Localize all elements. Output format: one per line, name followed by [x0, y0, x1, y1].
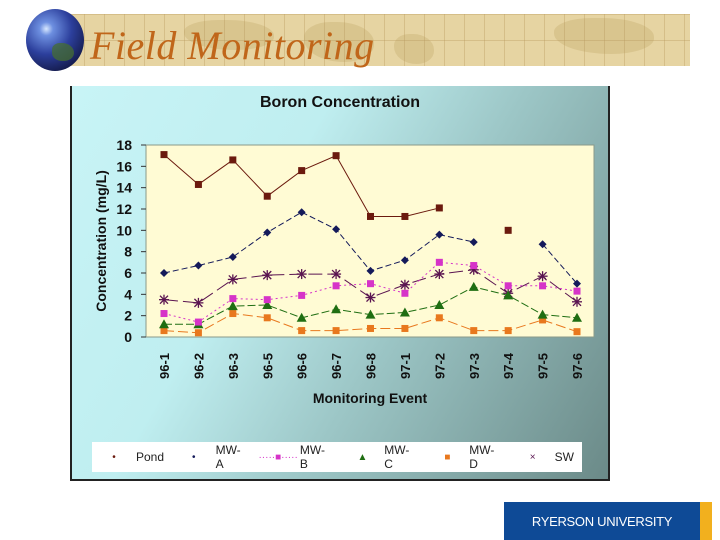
x-tick-label: 97-6	[570, 353, 585, 379]
y-tick-label: 16	[116, 158, 132, 174]
square-marker-icon: ·····■·····	[258, 451, 298, 463]
y-tick-label: 10	[116, 222, 132, 238]
y-tick-label: 0	[124, 329, 132, 345]
series-pond	[160, 151, 512, 234]
chart-legend: • Pond • MW-A ·····■····· MW-B ▲ MW-C ■ MW-D × SW	[92, 442, 582, 472]
logo-text: RYERSON UNIVERSITY	[531, 514, 673, 529]
x-tick-label: 97-4	[501, 352, 516, 379]
legend-label: MW-D	[469, 443, 495, 471]
plot-background	[145, 144, 595, 338]
x-axis-label: Monitoring Event	[313, 390, 428, 406]
legend-item-mw-b: ·····■····· MW-B	[256, 443, 332, 471]
globe-icon	[26, 9, 84, 71]
legend-item-pond: • Pond	[92, 450, 164, 464]
legend-label: Pond	[136, 450, 165, 464]
x-tick-label: 97-3	[467, 353, 482, 379]
y-axis-label: Concentration (mg/L)	[93, 170, 109, 312]
diamond-marker-icon: •	[192, 451, 196, 463]
legend-item-mw-d: ■ MW-D	[426, 443, 503, 471]
x-tick-label: 96-2	[191, 353, 206, 379]
slide-title: Field Monitoring	[90, 23, 375, 68]
series-mw-b	[160, 258, 581, 326]
series-mw-a	[160, 208, 581, 288]
x-tick-label: 97-2	[432, 353, 447, 379]
x-tick-label: 97-5	[536, 353, 551, 379]
x-tick-label: 96-1	[157, 353, 172, 379]
y-tick-label: 2	[124, 308, 132, 324]
x-tick-label: 96-7	[329, 353, 344, 379]
star-marker-icon: ×	[529, 451, 536, 463]
chart: Boron Concentration 0 2 4 6 8 10 12 14 16 18 Conce…	[70, 86, 610, 481]
legend-item-mw-a: • MW-A	[172, 443, 248, 471]
y-tick-label: 8	[124, 244, 132, 260]
series-mw-c	[159, 281, 582, 329]
legend-label: MW-A	[215, 443, 241, 471]
x-tick-label: 96-3	[226, 353, 241, 379]
x-tick-label: 96-6	[295, 353, 310, 379]
legend-item-mw-c: ▲ MW-C	[341, 443, 418, 471]
legend-item-sw: × SW	[511, 450, 574, 464]
legend-label: SW	[554, 450, 574, 464]
square-marker-icon: •	[112, 451, 116, 463]
y-tick-label: 18	[116, 137, 132, 153]
x-tick-label: 96-5	[260, 353, 275, 379]
legend-label: MW-C	[384, 443, 410, 471]
chart-title: Boron Concentration	[260, 94, 420, 111]
x-tick-label: 96-8	[364, 353, 379, 379]
series-mw-d	[160, 310, 581, 337]
square-marker-icon: ■	[444, 451, 451, 463]
legend-label: MW-B	[299, 443, 326, 471]
y-tick-label: 6	[124, 265, 132, 281]
university-logo: RYERSON UNIVERSITY	[504, 502, 712, 540]
title-banner	[64, 14, 690, 66]
y-tick-label: 12	[116, 201, 132, 217]
plot-area: 0 2 4 6 8 10 12 14 16 18 Concentration (mg/L) 96-1 9…	[93, 137, 595, 406]
x-tick-label: 97-1	[398, 353, 413, 379]
triangle-marker-icon: ▲	[357, 451, 368, 463]
y-tick-label: 14	[116, 180, 132, 196]
y-tick-label: 4	[124, 286, 132, 302]
